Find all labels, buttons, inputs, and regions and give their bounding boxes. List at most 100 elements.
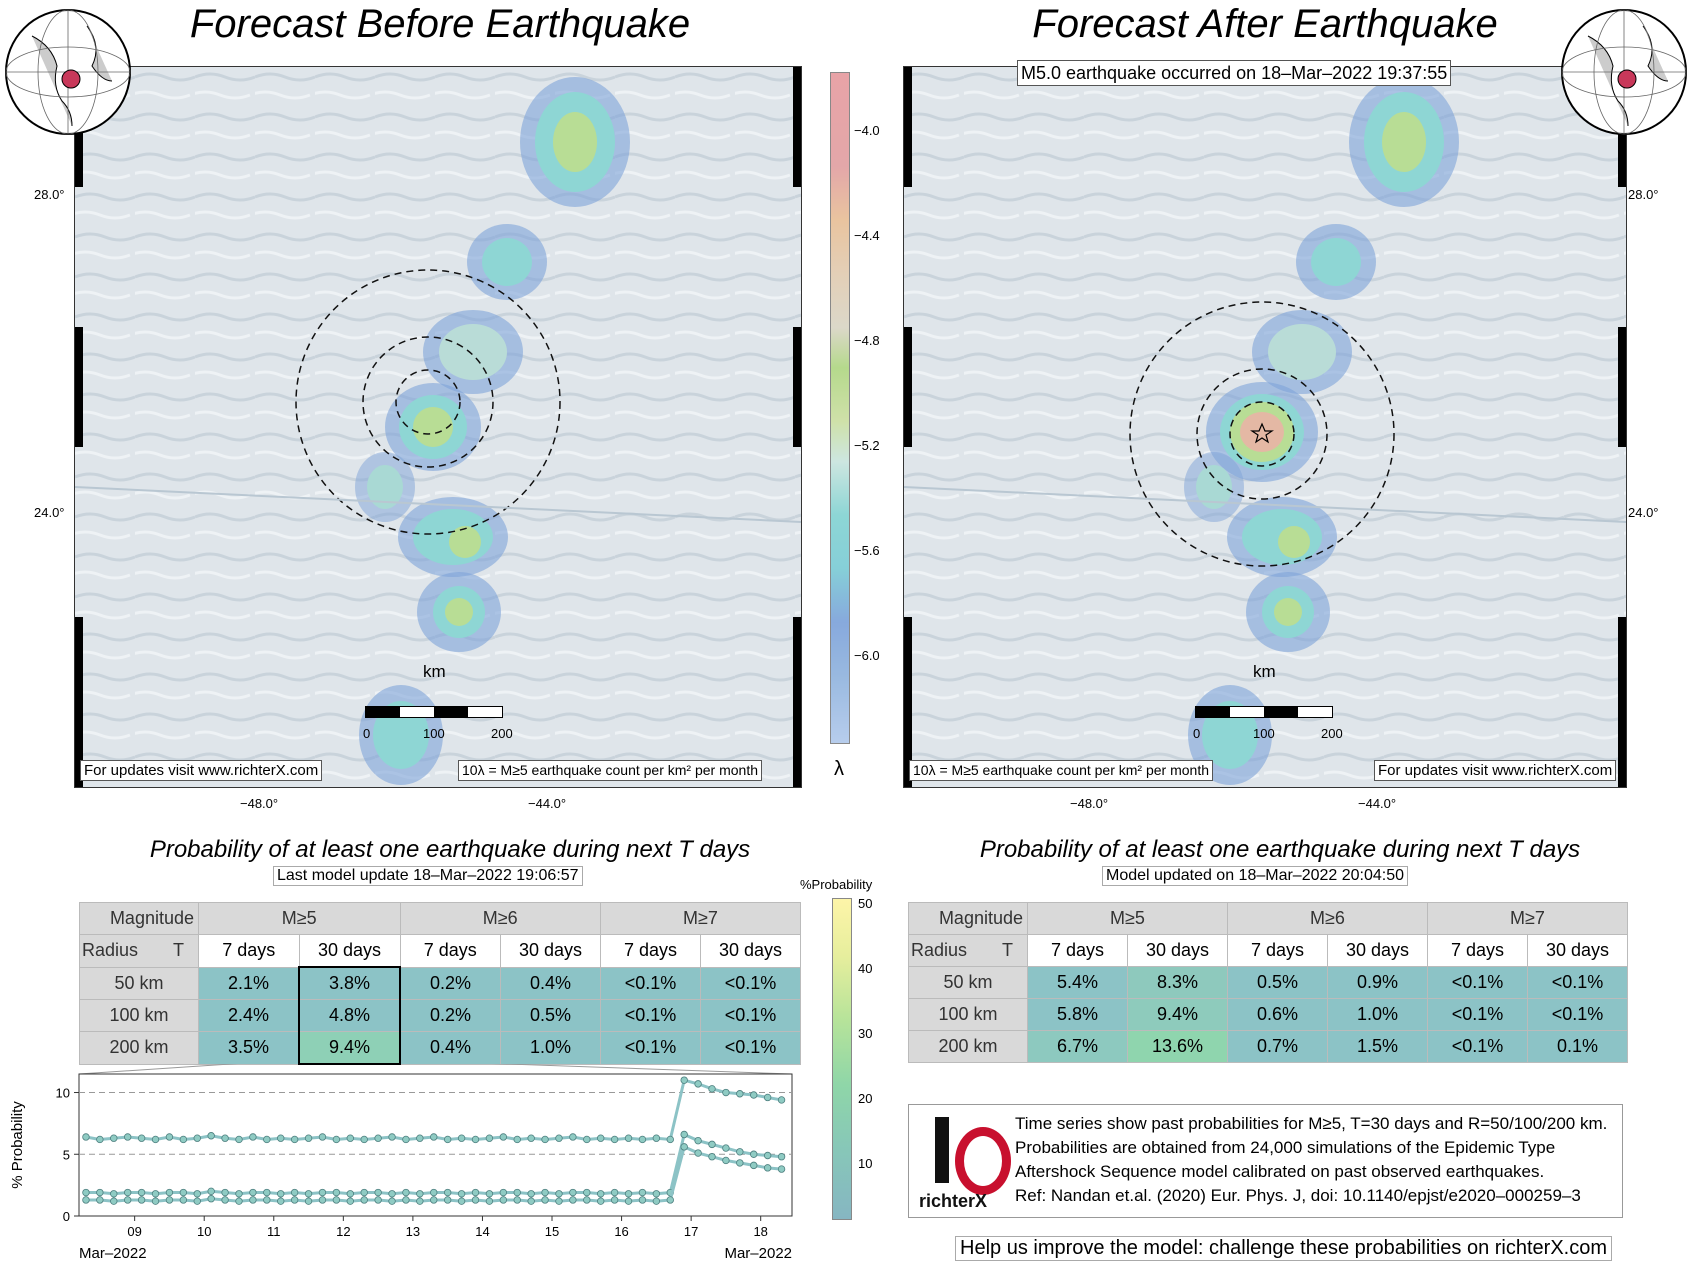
left-lat-label-24: 24.0° (34, 505, 65, 520)
lambda-tick-0: −4.0 (854, 123, 880, 138)
right-scale-unit: km (1253, 662, 1276, 681)
lambda-tick-5: −6.0 (854, 648, 880, 663)
series-point (638, 1196, 647, 1204)
series-point (583, 1188, 591, 1197)
series-point (332, 1135, 341, 1144)
series-point (610, 1135, 619, 1144)
series-point (750, 1161, 758, 1170)
series-point (193, 1134, 201, 1142)
series-point (318, 1188, 327, 1197)
series-point (513, 1196, 521, 1204)
series-point (750, 1150, 758, 1158)
lambda-tick-4: −5.6 (854, 543, 880, 558)
left-scale-unit: km (423, 662, 446, 681)
right-scale-tick-200: 200 (1321, 726, 1343, 741)
series-point (360, 1196, 368, 1204)
series-point (485, 1197, 494, 1205)
series-point (666, 1135, 674, 1144)
logo-one-mark (935, 1117, 949, 1183)
series-point (318, 1133, 327, 1141)
prob-cell: 5.8% (1027, 998, 1128, 1031)
prob-cell: <0.1% (1427, 998, 1528, 1031)
series-point (680, 1143, 688, 1151)
series-point (763, 1164, 772, 1172)
series-point (680, 1076, 688, 1084)
series-point (471, 1188, 480, 1197)
prob-cell: 6.7% (1027, 1030, 1128, 1063)
zoom-connector-line (491, 1064, 793, 1075)
radius-label: Radius (82, 940, 139, 961)
series-point (569, 1196, 577, 1204)
series-point (722, 1156, 730, 1165)
series-point (541, 1135, 549, 1144)
series-point (110, 1190, 118, 1198)
prob-tick-20: 20 (858, 1091, 873, 1106)
series-point (346, 1134, 354, 1142)
right-scale-graphic (1195, 706, 1333, 718)
period-header: 7 days (1427, 934, 1528, 967)
right-updates-note[interactable]: For updates visit www.richterX.com (1374, 760, 1617, 781)
series-point (360, 1135, 368, 1144)
prob-cell: 3.5% (198, 1031, 300, 1065)
richterx-logo: richterX (919, 1111, 1013, 1211)
series-point (151, 1190, 160, 1198)
lambda-tick-1: −4.4 (854, 228, 880, 243)
series-point (221, 1188, 229, 1197)
series-point (430, 1196, 438, 1204)
series-point (165, 1188, 174, 1197)
t-label: T (173, 940, 184, 961)
series-point (388, 1190, 396, 1198)
period-header: 30 days (700, 934, 801, 968)
radius-row-label: 200 km (908, 1030, 1028, 1063)
series-point (179, 1135, 188, 1144)
mag6-header: M≥6 (1227, 902, 1428, 935)
prob-cell: 0.5% (500, 999, 601, 1032)
series-point (610, 1188, 619, 1197)
challenge-footer-link[interactable]: Help us improve the model: challenge the… (955, 1236, 1613, 1261)
series-point (402, 1188, 410, 1197)
series-point (527, 1197, 535, 1205)
series-point (527, 1190, 535, 1198)
series-point (96, 1188, 104, 1197)
series-point (249, 1188, 257, 1197)
series-point (750, 1091, 758, 1099)
series-point (499, 1196, 508, 1204)
series-point (708, 1153, 716, 1161)
series-point (151, 1135, 160, 1144)
prob-cell: <0.1% (700, 999, 801, 1032)
prob-tick-40: 40 (858, 961, 873, 976)
prob-cell: <0.1% (600, 999, 701, 1032)
series-point (541, 1196, 549, 1204)
y-tick-label: 0 (63, 1209, 70, 1224)
prob-cell: 0.4% (500, 966, 601, 1000)
x-range-start-label: Mar–2022 (79, 1245, 147, 1262)
series-point (652, 1197, 661, 1205)
right-units-note: 10λ = M≥5 earthquake count per km² per m… (909, 760, 1214, 781)
series-point (736, 1090, 744, 1098)
series-point (290, 1196, 299, 1204)
series-point (513, 1188, 521, 1197)
series-point (777, 1153, 786, 1161)
x-tick-label: 09 (127, 1224, 141, 1239)
left-scale-bar: km 0 100 200 (363, 662, 513, 742)
prob-cell: 9.4% (1127, 998, 1228, 1031)
logo-zero-mark (955, 1127, 1011, 1195)
series-point (694, 1149, 702, 1157)
series-point (652, 1134, 661, 1142)
prob-cell: <0.1% (700, 966, 801, 1000)
series-point (430, 1188, 438, 1197)
x-tick-label: 14 (475, 1224, 489, 1239)
series-point (583, 1196, 591, 1204)
y-tick-label: 10 (56, 1086, 70, 1101)
series-point (610, 1196, 619, 1204)
series-point (96, 1135, 104, 1144)
prob-tick-10: 10 (858, 1156, 873, 1171)
lambda-tick-3: −5.2 (854, 438, 880, 453)
left-updates-note[interactable]: For updates visit www.richterX.com (80, 760, 323, 781)
series-point (443, 1196, 452, 1204)
series-point (207, 1195, 215, 1203)
series-point (360, 1188, 368, 1197)
right-update-note: Model updated on 18–Mar–2022 20:04:50 (1102, 866, 1409, 886)
series-point (708, 1085, 716, 1093)
left-lon-label-44: −44.0° (528, 796, 567, 811)
